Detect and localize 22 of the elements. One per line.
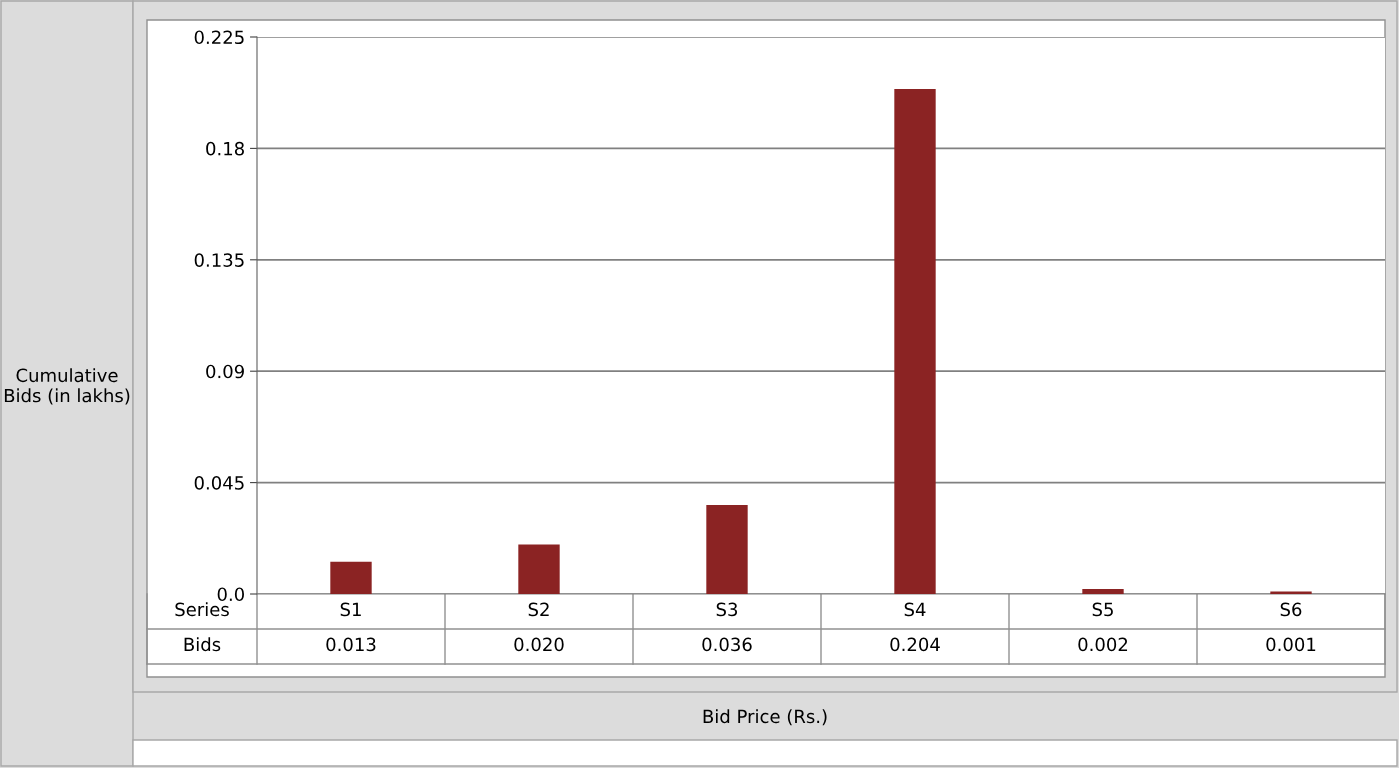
data-label: 0.020 [514, 637, 564, 652]
data-label: 0.204 [890, 637, 940, 652]
x-tick-label: S6 [1280, 602, 1302, 617]
x-tick-label: S5 [1092, 602, 1113, 617]
y-tick-label: 0.225 [194, 30, 244, 45]
data-label: 0.002 [1078, 637, 1128, 652]
x-tick-label: S2 [528, 602, 549, 617]
text: Bid Price (Rs.) [703, 709, 827, 726]
text: Bids [184, 637, 221, 652]
y-tick-label: 0.045 [194, 476, 244, 490]
y-tick-label: 0.135 [194, 253, 244, 267]
text: Series [175, 602, 229, 617]
y-tick-label: 0.0 [217, 587, 244, 602]
data-label: 0.036 [702, 637, 752, 652]
y-axis-title: Cumulative Bids (in lakhs) [4, 368, 130, 405]
data-label: 0.013 [326, 637, 376, 652]
x-tick-label: S3 [716, 602, 738, 617]
y-tick-label: 0.09 [206, 364, 244, 379]
x-tick-label: S1 [340, 602, 361, 617]
y-tick-label: 0.18 [206, 141, 244, 156]
data-label: 0.001 [1266, 637, 1316, 652]
x-tick-label: S4 [904, 602, 926, 617]
